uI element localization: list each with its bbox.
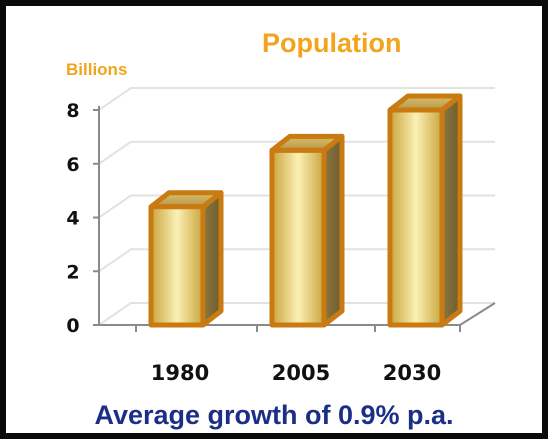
floor-edge [459, 302, 496, 326]
chart-subtitle: Average growth of 0.9% p.a. [94, 400, 454, 430]
bar-2030 [387, 93, 463, 328]
y-axis-unit-label: Billions [66, 60, 128, 79]
y-tick-label: 4 [66, 208, 79, 230]
y-tick-label: 8 [66, 100, 79, 122]
x-tick-label: 1980 [151, 361, 209, 385]
bar-2005 [269, 133, 345, 328]
gridline [98, 302, 495, 326]
y-tick-label: 6 [66, 154, 79, 176]
gridline [98, 140, 495, 165]
y-tick-label: 0 [66, 315, 79, 337]
x-tick-label: 2005 [272, 361, 330, 385]
bar-1980 [148, 190, 224, 328]
chart-title: Population [262, 28, 402, 58]
gridline [98, 194, 495, 219]
x-tick-label: 2030 [383, 361, 441, 385]
gridline [98, 248, 495, 273]
y-tick-label: 2 [66, 261, 79, 283]
gridline [98, 87, 495, 111]
